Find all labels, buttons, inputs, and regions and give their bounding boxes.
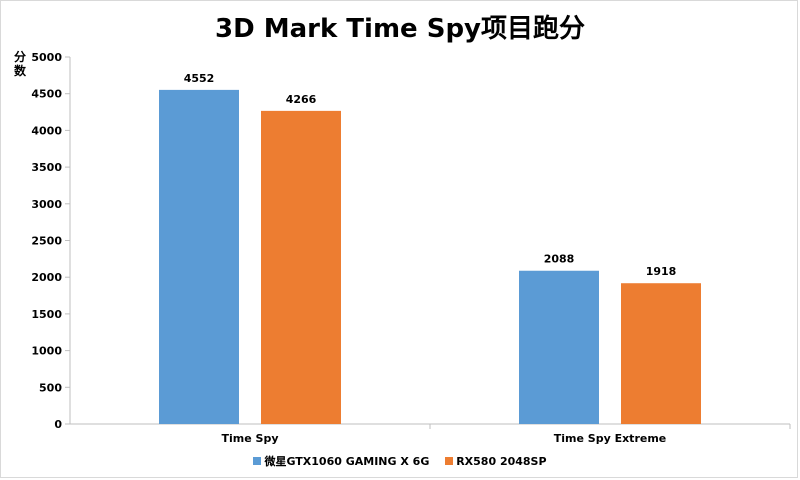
data-label: 2088 [544,253,575,266]
y-tick-label: 4000 [31,124,62,137]
legend-item-series-2: RX580 2048SP [445,454,547,468]
x-tick-label: Time Spy Extreme [554,432,667,445]
legend-item-series-1: 微星GTX1060 GAMING X 6G [253,453,429,469]
y-tick-label: 4500 [31,88,62,101]
y-tick-label: 0 [54,418,62,431]
legend: 微星GTX1060 GAMING X 6G RX580 2048SP [0,453,800,469]
legend-swatch-series-2 [445,457,454,465]
bar [159,89,239,424]
data-label: 4266 [286,93,317,106]
y-tick-label: 5000 [31,51,62,64]
data-label: 1918 [646,265,677,278]
bar [261,110,341,424]
y-tick-label: 2500 [31,235,62,248]
bar [519,270,599,424]
legend-label-series-2: RX580 2048SP [456,454,547,468]
data-label: 4552 [184,72,215,85]
bar [621,283,701,424]
y-tick-label: 1000 [31,345,62,358]
chart-title: 3D Mark Time Spy项目跑分 [214,14,586,44]
legend-swatch-series-1 [253,457,262,465]
y-tick-label: 1500 [31,308,62,321]
y-tick-label: 2000 [31,271,62,284]
y-tick-label: 500 [39,381,62,394]
x-tick-label: Time Spy [222,432,279,445]
y-tick-label: 3500 [31,161,62,174]
y-tick-label: 3000 [31,198,62,211]
y-axis-label: 分数 [13,50,26,78]
legend-label-series-1: 微星GTX1060 GAMING X 6G [264,455,430,468]
